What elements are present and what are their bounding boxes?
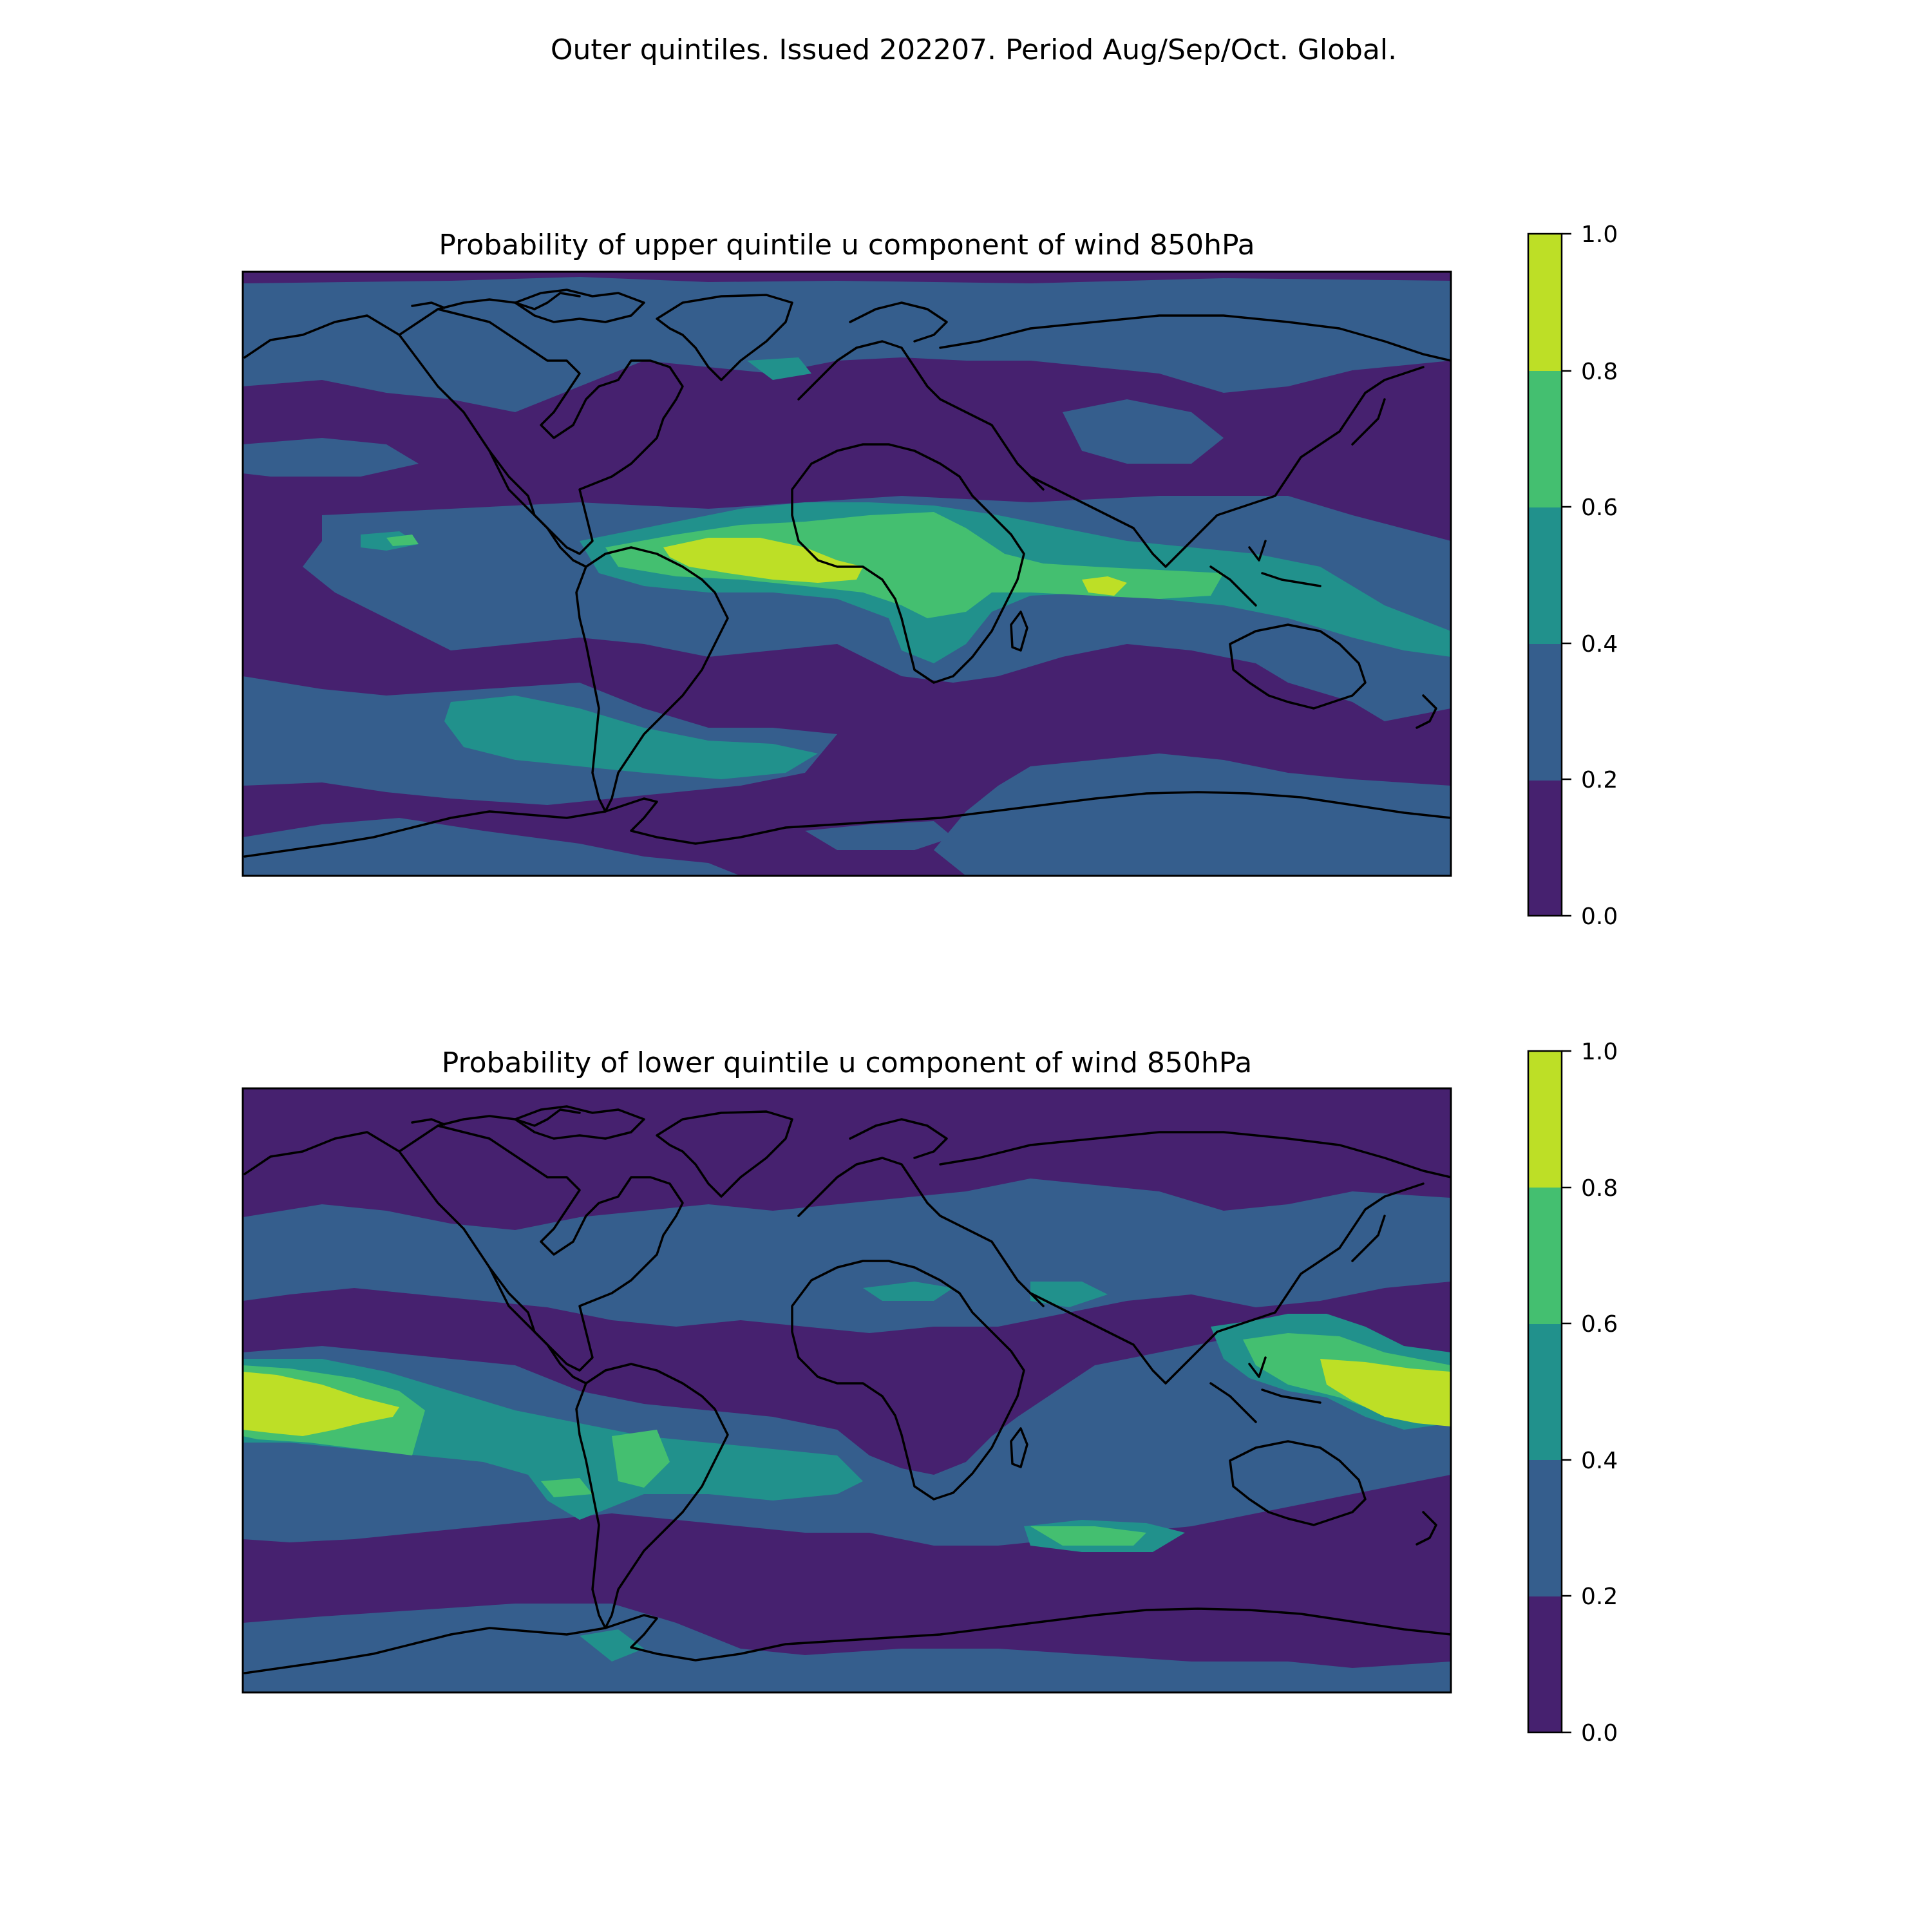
panel-upper-title: Probability of upper quintile u componen… bbox=[439, 229, 1255, 261]
upper-colorbar-tick-2: 0.4 bbox=[1581, 631, 1618, 658]
upper-map-field bbox=[243, 272, 1451, 876]
upper-colorbar-tick-3: 0.6 bbox=[1581, 495, 1618, 521]
upper-colorbar-tick-0: 0.0 bbox=[1581, 904, 1618, 930]
lower-colorbar-tick-0: 0.0 bbox=[1581, 1720, 1618, 1747]
panel-upper: Probability of upper quintile u componen… bbox=[242, 222, 1618, 930]
lower-colorbar-tick-5: 1.0 bbox=[1581, 1039, 1618, 1065]
lower-map-field bbox=[243, 1088, 1451, 1692]
lower-colorbar-tick-4: 0.8 bbox=[1581, 1175, 1618, 1202]
lower-colorbar: 0.0 0.2 0.4 0.6 0.8 1.0 bbox=[1527, 1039, 1618, 1747]
upper-colorbar-tick-1: 0.2 bbox=[1581, 767, 1618, 793]
panel-lower-title: Probability of lower quintile u componen… bbox=[442, 1046, 1253, 1079]
upper-colorbar-tick-5: 1.0 bbox=[1581, 222, 1618, 248]
figure-suptitle: Outer quintiles. Issued 202207. Period A… bbox=[551, 33, 1397, 66]
lower-colorbar-tick-3: 0.6 bbox=[1581, 1311, 1618, 1338]
lower-colorbar-tick-2: 0.4 bbox=[1581, 1448, 1618, 1474]
lower-map-frame bbox=[242, 1087, 1452, 1694]
upper-colorbar: 0.0 0.2 0.4 0.6 0.8 1.0 bbox=[1527, 222, 1618, 930]
upper-colorbar-tick-4: 0.8 bbox=[1581, 359, 1618, 385]
panel-lower: Probability of lower quintile u componen… bbox=[242, 1039, 1618, 1747]
upper-map-frame bbox=[242, 270, 1452, 877]
lower-colorbar-tick-1: 0.2 bbox=[1581, 1584, 1618, 1610]
